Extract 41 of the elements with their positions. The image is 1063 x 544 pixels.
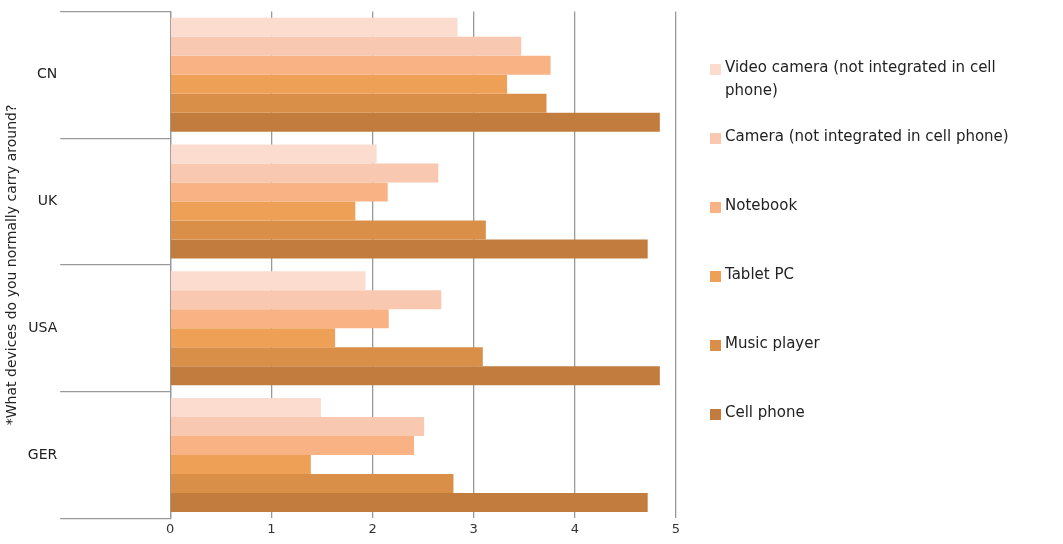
bar bbox=[170, 74, 508, 94]
bar bbox=[170, 201, 356, 221]
y-tick-label: GER bbox=[27, 445, 58, 462]
legend-label: Notebook bbox=[725, 195, 798, 216]
bar bbox=[170, 93, 547, 113]
x-tick-label: 4 bbox=[570, 520, 579, 536]
y-axis-title: *What devices do you normally carry around? bbox=[3, 104, 20, 426]
bar bbox=[170, 455, 311, 475]
legend-label: Tablet PC bbox=[725, 264, 794, 285]
bar bbox=[170, 17, 458, 37]
bar bbox=[170, 417, 425, 437]
bar bbox=[170, 397, 321, 417]
x-tick-label: 5 bbox=[671, 520, 681, 536]
legend-label: Cell phone bbox=[725, 402, 805, 423]
bar bbox=[170, 290, 442, 310]
bar bbox=[170, 36, 522, 56]
x-tick-label: 1 bbox=[267, 520, 276, 536]
legend-label: Camera (not integrated in cell phone) bbox=[725, 126, 1009, 147]
x-tick-label: 0 bbox=[166, 520, 175, 536]
bar bbox=[170, 55, 551, 75]
bar bbox=[170, 163, 439, 183]
bar bbox=[170, 309, 389, 329]
bar bbox=[170, 220, 486, 240]
x-tick-label: 3 bbox=[469, 520, 478, 536]
bar bbox=[170, 474, 454, 494]
bar bbox=[170, 271, 366, 291]
x-tick-label: 2 bbox=[368, 520, 377, 536]
bar bbox=[170, 347, 483, 367]
bar bbox=[170, 436, 415, 456]
bar bbox=[170, 328, 336, 348]
bar bbox=[170, 182, 388, 202]
y-tick-label: CN bbox=[36, 65, 58, 82]
y-tick-label: USA bbox=[28, 318, 58, 335]
legend-label: Video camera (not integrated in cell phone) bbox=[725, 57, 997, 101]
legend-label: Music player bbox=[725, 333, 820, 354]
bar bbox=[170, 239, 648, 259]
bar bbox=[170, 112, 660, 132]
y-tick-label: UK bbox=[37, 192, 59, 209]
bar bbox=[170, 366, 660, 386]
bar bbox=[170, 493, 648, 513]
bar bbox=[170, 144, 377, 164]
